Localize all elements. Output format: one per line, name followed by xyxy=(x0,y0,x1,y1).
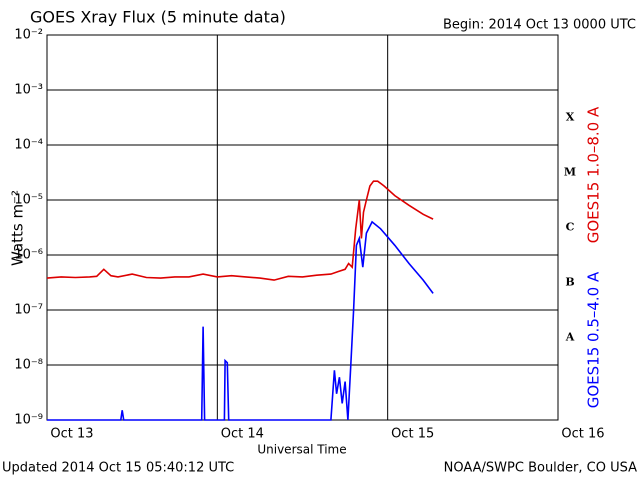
data-line xyxy=(46,180,434,281)
footer-left: Updated 2014 Oct 15 05:40:12 UTC xyxy=(2,461,234,476)
y-tick-label: 10⁻³ xyxy=(14,83,43,98)
y-tick-label: 10⁻⁹ xyxy=(14,413,43,428)
y-tick-label: 10⁻⁴ xyxy=(14,138,43,153)
legend-label: GOES15 1.0–8.0 A xyxy=(585,106,603,243)
class-label: M xyxy=(564,166,576,179)
y-tick-label: 10⁻⁵ xyxy=(14,193,43,208)
x-tick-label: Oct 16 xyxy=(561,427,604,442)
y-tick-label: 10⁻⁶ xyxy=(14,248,43,263)
legend-label: GOES15 0.5–4.0 A xyxy=(585,271,603,408)
class-label: C xyxy=(566,221,575,234)
x-tick-label: Oct 14 xyxy=(221,427,264,442)
y-tick-label: 10⁻⁸ xyxy=(14,358,43,373)
data-line xyxy=(47,220,434,421)
y-tick-label: 10⁻⁷ xyxy=(14,303,43,318)
footer-right: NOAA/SWPC Boulder, CO USA xyxy=(444,461,637,476)
x-tick-label: Oct 15 xyxy=(391,427,434,442)
chart-subtitle: Begin: 2014 Oct 13 0000 UTC xyxy=(443,18,636,33)
chart-title: GOES Xray Flux (5 minute data) xyxy=(30,8,286,27)
y-axis-label: Watts m⁻² xyxy=(9,190,27,266)
class-label: B xyxy=(565,276,574,289)
y-tick-label: 10⁻² xyxy=(14,28,43,43)
class-label: A xyxy=(565,331,575,344)
x-axis-label: Universal Time xyxy=(257,443,346,457)
class-label: X xyxy=(566,111,575,124)
x-tick-label: Oct 13 xyxy=(50,427,93,442)
